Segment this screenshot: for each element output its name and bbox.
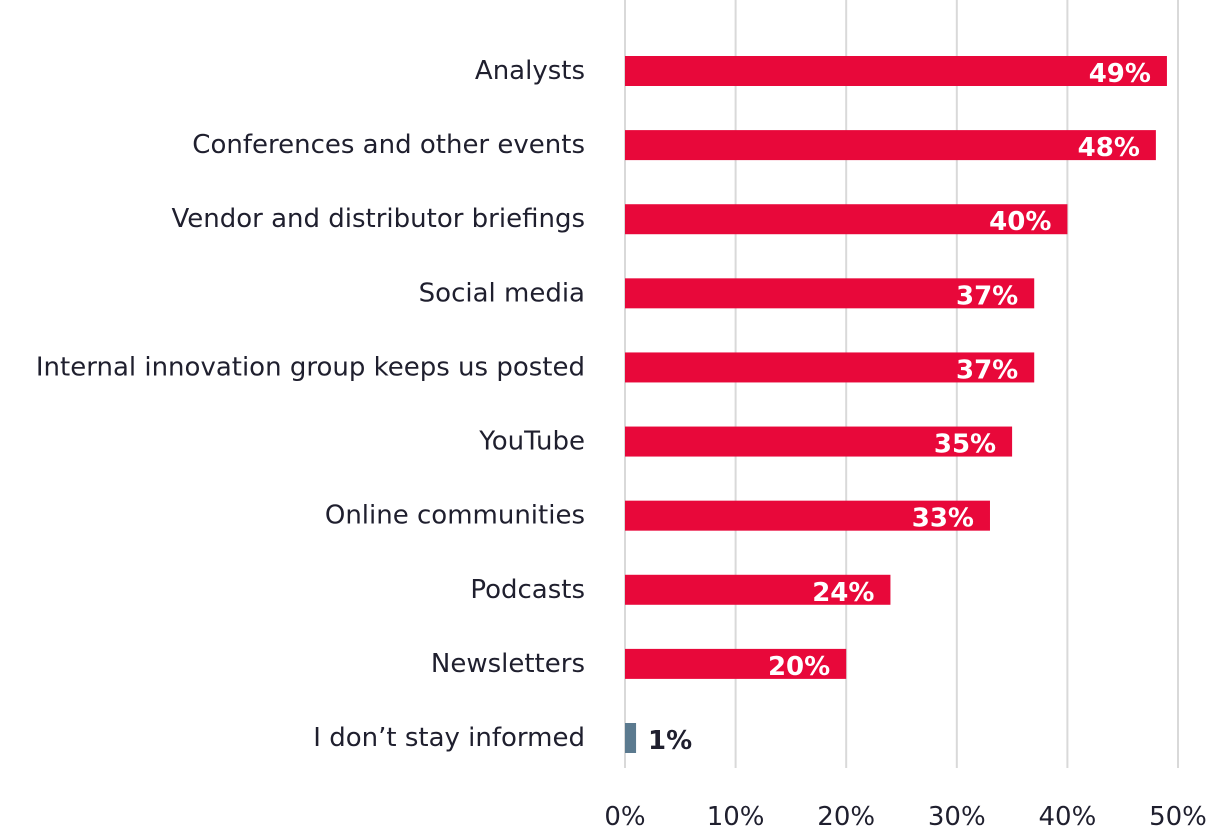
- bar: [625, 426, 1013, 457]
- category-label: Podcasts: [470, 575, 585, 605]
- data-label: 40%: [989, 207, 1051, 237]
- data-label: 33%: [912, 504, 974, 534]
- x-axis-ticks: 0% 10% 20% 30% 40% 50%: [604, 802, 1207, 832]
- x-tick-label: 0%: [604, 802, 645, 832]
- category-label: YouTube: [478, 427, 585, 457]
- x-tick-label: 10%: [707, 802, 765, 832]
- category-label: Conferences and other events: [192, 130, 585, 160]
- bars: [625, 56, 1167, 753]
- data-label: 37%: [956, 281, 1018, 311]
- category-label: Online communities: [325, 501, 585, 531]
- category-label: Analysts: [475, 56, 585, 86]
- x-tick-label: 40%: [1039, 802, 1097, 832]
- x-tick-label: 50%: [1149, 802, 1207, 832]
- bar: [625, 648, 847, 679]
- category-label: Newsletters: [431, 649, 585, 679]
- bar: [625, 204, 1068, 235]
- category-label: Vendor and distributor briefings: [171, 204, 585, 234]
- data-label: 35%: [934, 430, 996, 460]
- category-labels: Analysts Conferences and other events Vend…: [36, 56, 585, 753]
- bar: [625, 574, 891, 605]
- bar: [625, 56, 1167, 86]
- data-label: 20%: [768, 652, 830, 682]
- bar: [625, 352, 1035, 383]
- x-tick-label: 30%: [928, 802, 986, 832]
- category-label: I don’t stay informed: [313, 723, 585, 753]
- value-labels: 49% 48% 40% 37% 37% 35% 33% 24% 20% 1%: [648, 59, 1151, 756]
- bar: [625, 500, 990, 531]
- category-label: Internal innovation group keeps us poste…: [36, 352, 585, 382]
- data-label: 49%: [1089, 59, 1151, 89]
- bar: [625, 723, 637, 753]
- data-label: 24%: [812, 578, 874, 608]
- x-tick-label: 20%: [817, 802, 875, 832]
- data-label: 48%: [1078, 133, 1140, 163]
- bar: [625, 130, 1156, 161]
- category-label: Social media: [419, 278, 585, 308]
- data-label: 37%: [956, 355, 1018, 385]
- gridlines: [624, 0, 1179, 768]
- data-label: 1%: [648, 726, 692, 756]
- bar: [625, 278, 1035, 309]
